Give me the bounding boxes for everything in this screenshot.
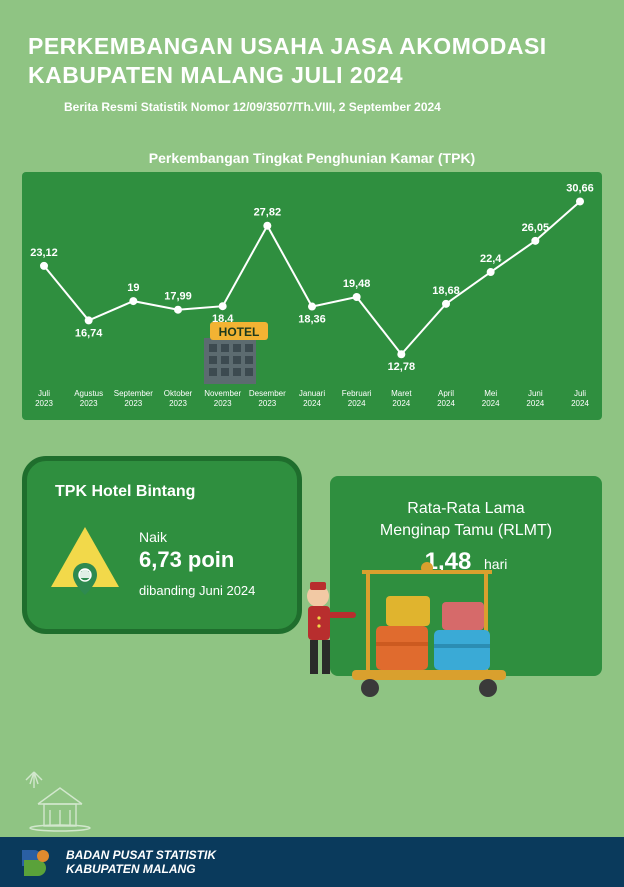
footer-org-2: KABUPATEN MALANG xyxy=(66,862,196,876)
tpk-card-title: TPK Hotel Bintang xyxy=(49,483,275,501)
svg-text:2023: 2023 xyxy=(35,399,53,408)
hut-icon xyxy=(20,768,100,832)
svg-text:2023: 2023 xyxy=(124,399,142,408)
svg-text:2024: 2024 xyxy=(392,399,410,408)
tpk-card: TPK Hotel Bintang Naik 6,73 poin dibandi… xyxy=(22,456,302,634)
subtitle: Berita Resmi Statistik Nomor 12/09/3507/… xyxy=(28,100,596,114)
svg-text:2023: 2023 xyxy=(214,399,232,408)
cards-row: TPK Hotel Bintang Naik 6,73 poin dibandi… xyxy=(0,420,624,676)
svg-text:Oktober: Oktober xyxy=(164,389,193,398)
svg-text:18,68: 18,68 xyxy=(432,284,460,296)
svg-text:22,4: 22,4 xyxy=(480,253,502,265)
svg-text:2024: 2024 xyxy=(303,399,321,408)
page-title: PERKEMBANGAN USAHA JASA AKOMODASI KABUPA… xyxy=(28,32,596,90)
footer: BADAN PUSAT STATISTIK KABUPATEN MALANG xyxy=(0,837,624,887)
svg-text:23,12: 23,12 xyxy=(30,246,58,258)
svg-text:2023: 2023 xyxy=(169,399,187,408)
tpk-compared: dibanding Juni 2024 xyxy=(139,583,255,598)
rlmt-line2: Menginap Tamu (RLMT) xyxy=(380,522,552,539)
svg-text:30,66: 30,66 xyxy=(566,182,594,194)
svg-text:Februari: Februari xyxy=(342,389,372,398)
svg-text:November: November xyxy=(204,389,241,398)
rlmt-line1: Rata-Rata Lama xyxy=(407,500,524,517)
svg-text:18,36: 18,36 xyxy=(298,313,326,325)
rlmt-card: Rata-Rata Lama Menginap Tamu (RLMT) 1,48… xyxy=(330,476,602,676)
rlmt-title: Rata-Rata Lama Menginap Tamu (RLMT) xyxy=(348,498,584,543)
svg-text:Juli: Juli xyxy=(38,389,50,398)
svg-text:April: April xyxy=(438,389,454,398)
svg-text:Januari: Januari xyxy=(299,389,325,398)
footer-org: BADAN PUSAT STATISTIK KABUPATEN MALANG xyxy=(66,848,216,877)
svg-text:2023: 2023 xyxy=(80,399,98,408)
svg-text:September: September xyxy=(114,389,153,398)
tpk-value: 6,73 poin xyxy=(139,547,255,573)
svg-text:Juli: Juli xyxy=(574,389,586,398)
svg-text:2024: 2024 xyxy=(348,399,366,408)
svg-text:2023: 2023 xyxy=(258,399,276,408)
svg-text:Desember: Desember xyxy=(249,389,286,398)
svg-text:Mei: Mei xyxy=(484,389,497,398)
svg-text:26,05: 26,05 xyxy=(522,221,550,233)
bellboy-luggage-icon xyxy=(272,560,532,700)
svg-text:17,99: 17,99 xyxy=(164,290,192,302)
svg-text:Agustus: Agustus xyxy=(74,389,103,398)
footer-org-1: BADAN PUSAT STATISTIK xyxy=(66,848,216,862)
svg-text:19,48: 19,48 xyxy=(343,277,371,289)
svg-text:16,74: 16,74 xyxy=(75,327,103,339)
svg-text:Maret: Maret xyxy=(391,389,412,398)
svg-text:12,78: 12,78 xyxy=(388,361,416,373)
svg-text:2024: 2024 xyxy=(526,399,544,408)
triangle-up-icon xyxy=(49,525,121,603)
title-line-2: KABUPATEN MALANG JULI 2024 xyxy=(28,62,403,88)
line-chart-svg: 23,1216,741917,9918,427,8218,3619,4812,7… xyxy=(22,172,602,420)
svg-text:2024: 2024 xyxy=(571,399,589,408)
title-line-1: PERKEMBANGAN USAHA JASA AKOMODASI xyxy=(28,33,547,59)
hotel-illustration: HOTEL xyxy=(196,314,276,384)
svg-text:27,82: 27,82 xyxy=(254,206,282,218)
svg-text:2024: 2024 xyxy=(482,399,500,408)
svg-text:2024: 2024 xyxy=(437,399,455,408)
tpk-values: Naik 6,73 poin dibanding Juni 2024 xyxy=(139,529,255,598)
svg-text:Juni: Juni xyxy=(528,389,543,398)
tpk-naik-label: Naik xyxy=(139,529,255,545)
header-block: PERKEMBANGAN USAHA JASA AKOMODASI KABUPA… xyxy=(0,0,624,122)
line-chart: 23,1216,741917,9918,427,8218,3619,4812,7… xyxy=(22,172,602,420)
bps-logo-icon xyxy=(18,844,54,880)
chart-title: Perkembangan Tingkat Penghunian Kamar (T… xyxy=(0,150,624,166)
svg-text:19: 19 xyxy=(127,282,139,294)
hotel-sign-text: HOTEL xyxy=(219,325,260,339)
